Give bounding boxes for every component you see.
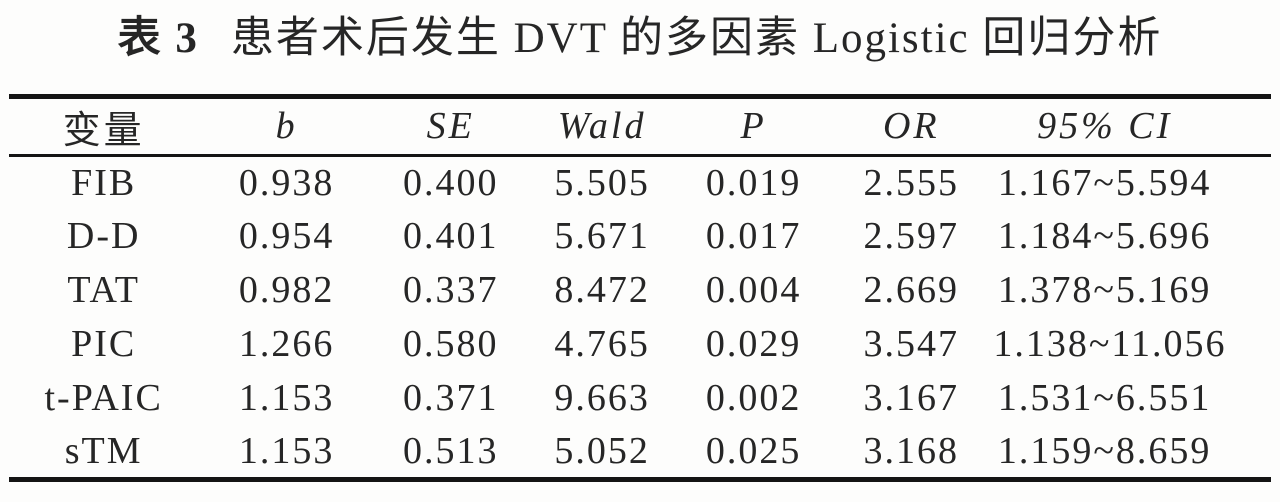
cell-ci: 1.184~5.696 (997, 215, 1212, 258)
col-header-or: OR (829, 96, 994, 157)
col-header-se: SE (374, 96, 527, 157)
cell-b: 0.938 (238, 162, 335, 204)
table-row: D-D 0.954 0.401 5.671 0.017 2.597 1.184~… (9, 209, 1271, 263)
cell-wald: 5.052 (554, 430, 650, 472)
table-row: FIB 0.938 0.400 5.505 0.019 2.555 1.167~… (9, 155, 1271, 209)
cell-or: 2.597 (863, 215, 960, 258)
cell-wald: 9.663 (554, 377, 650, 420)
regression-table: 变量 b SE Wald P OR 95% CI FIB 0.938 0.400… (9, 93, 1271, 482)
table-row: TAT 0.982 0.337 8.472 0.004 2.669 1.378~… (9, 263, 1271, 317)
cell-ci: 1.167~5.594 (997, 162, 1212, 204)
cell-variable: TAT (67, 269, 140, 312)
cell-se: 0.513 (402, 430, 499, 472)
table-number-label: 表 3 (117, 15, 199, 62)
cell-b: 1.266 (238, 323, 335, 366)
table-row: PIC 1.266 0.580 4.765 0.029 3.547 1.138~… (9, 317, 1271, 371)
cell-ci: 1.159~8.659 (997, 430, 1212, 472)
col-header-ci: 95% CI (993, 96, 1271, 157)
cell-se: 0.580 (402, 323, 499, 366)
cell-or: 3.168 (863, 430, 960, 472)
cell-p: 0.029 (705, 323, 802, 366)
cell-variable: t-PAIC (44, 377, 163, 420)
cell-variable: FIB (71, 162, 137, 204)
cell-se: 0.401 (402, 215, 499, 258)
cell-b: 1.153 (238, 430, 335, 472)
cell-b: 1.153 (238, 377, 335, 420)
header-row: 变量 b SE Wald P OR 95% CI (9, 96, 1271, 157)
cell-wald: 5.505 (554, 162, 650, 204)
col-header-variable: 变量 (9, 96, 199, 157)
cell-or: 3.547 (863, 323, 960, 366)
col-header-b: b (198, 96, 375, 157)
cell-variable: D-D (66, 215, 141, 258)
cell-or: 3.167 (863, 377, 960, 420)
col-header-p: P (677, 96, 830, 157)
cell-p: 0.002 (705, 377, 802, 420)
cell-or: 2.669 (863, 269, 960, 312)
table-title: 表 3 患者术后发生 DVT 的多因素 Logistic 回归分析 (0, 0, 1280, 66)
col-header-wald: Wald (526, 96, 678, 157)
cell-se: 0.400 (402, 162, 499, 204)
cell-p: 0.004 (705, 269, 802, 312)
cell-wald: 4.765 (554, 323, 650, 366)
cell-p: 0.017 (705, 215, 802, 258)
cell-b: 0.954 (238, 215, 335, 258)
cell-p: 0.019 (705, 162, 802, 204)
table-caption: 患者术后发生 DVT 的多因素 Logistic 回归分析 (230, 15, 1163, 62)
cell-b: 0.982 (238, 269, 335, 312)
cell-se: 0.337 (402, 269, 499, 312)
cell-p: 0.025 (705, 430, 802, 472)
cell-wald: 5.671 (554, 215, 650, 258)
cell-se: 0.371 (402, 377, 499, 420)
cell-variable: PIC (71, 323, 137, 366)
cell-ci: 1.531~6.551 (997, 377, 1212, 420)
cell-ci: 1.378~5.169 (997, 269, 1212, 312)
cell-variable: sTM (64, 430, 143, 472)
cell-ci: 1.138~11.056 (993, 323, 1227, 366)
table-row: t-PAIC 1.153 0.371 9.663 0.002 3.167 1.5… (9, 371, 1271, 425)
table-row: sTM 1.153 0.513 5.052 0.025 3.168 1.159~… (9, 425, 1271, 479)
cell-or: 2.555 (863, 162, 960, 204)
cell-wald: 8.472 (554, 269, 650, 312)
